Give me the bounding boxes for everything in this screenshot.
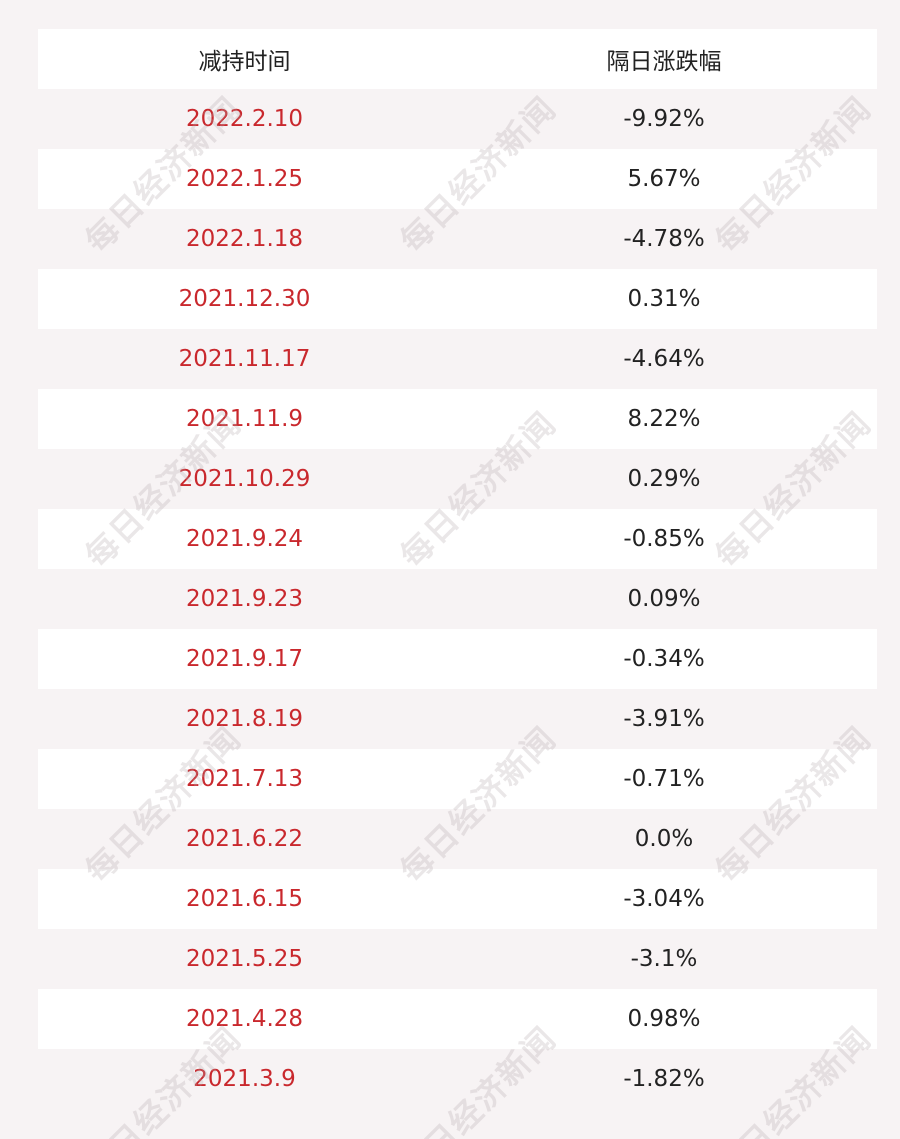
- table-row: 2022.1.25 5.67%: [38, 149, 877, 209]
- table-row: 2021.12.30 0.31%: [38, 269, 877, 329]
- row-date: 2022.2.10: [185, 106, 304, 132]
- row-change: 0.31%: [627, 286, 701, 312]
- table-row: 2021.9.24 -0.85%: [38, 509, 877, 569]
- row-change: -4.78%: [623, 226, 705, 252]
- row-change: -3.91%: [623, 706, 705, 732]
- row-date: 2021.9.24: [185, 526, 304, 552]
- table-row: 2021.9.17 -0.34%: [38, 629, 877, 689]
- row-date: 2021.7.13: [185, 766, 304, 792]
- row-change: 0.98%: [627, 1006, 701, 1032]
- row-change: -3.04%: [623, 886, 705, 912]
- row-change: 0.0%: [634, 826, 694, 852]
- row-date: 2021.9.23: [185, 586, 304, 612]
- header-change: 隔日涨跌幅: [606, 49, 722, 75]
- table-row: 2021.3.9 -1.82%: [38, 1049, 877, 1109]
- row-date: 2021.12.30: [178, 286, 311, 312]
- row-date: 2021.5.25: [185, 946, 304, 972]
- row-date: 2021.9.17: [185, 646, 304, 672]
- row-date: 2022.1.25: [185, 166, 304, 192]
- row-change: -9.92%: [623, 106, 705, 132]
- row-change: -0.71%: [623, 766, 705, 792]
- row-date: 2021.3.9: [193, 1066, 296, 1092]
- row-date: 2021.6.22: [185, 826, 304, 852]
- row-change: -3.1%: [630, 946, 698, 972]
- row-change: 0.29%: [627, 466, 701, 492]
- table-row: 2021.8.19 -3.91%: [38, 689, 877, 749]
- table-row: 2021.5.25 -3.1%: [38, 929, 877, 989]
- row-change: -0.34%: [623, 646, 705, 672]
- row-change: -1.82%: [623, 1066, 705, 1092]
- table-row: 2022.1.18 -4.78%: [38, 209, 877, 269]
- row-change: 0.09%: [627, 586, 701, 612]
- row-date: 2021.4.28: [185, 1006, 304, 1032]
- row-date: 2021.11.17: [178, 346, 311, 372]
- table-row: 2021.9.23 0.09%: [38, 569, 877, 629]
- header-date: 减持时间: [198, 49, 291, 75]
- table-row: 2021.11.17 -4.64%: [38, 329, 877, 389]
- table-row: 2021.4.28 0.98%: [38, 989, 877, 1049]
- row-change: -0.85%: [623, 526, 705, 552]
- table-row: 2021.6.15 -3.04%: [38, 869, 877, 929]
- row-date: 2022.1.18: [185, 226, 304, 252]
- row-date: 2021.11.9: [185, 406, 304, 432]
- row-change: -4.64%: [623, 346, 705, 372]
- table-row: 2022.2.10 -9.92%: [38, 89, 877, 149]
- row-date: 2021.6.15: [185, 886, 304, 912]
- row-change: 8.22%: [627, 406, 701, 432]
- table-row: 2021.6.22 0.0%: [38, 809, 877, 869]
- table-header: 减持时间 隔日涨跌幅: [38, 29, 877, 89]
- row-change: 5.67%: [627, 166, 701, 192]
- row-date: 2021.8.19: [185, 706, 304, 732]
- table-row: 2021.10.29 0.29%: [38, 449, 877, 509]
- table-row: 2021.7.13 -0.71%: [38, 749, 877, 809]
- table-row: 2021.11.9 8.22%: [38, 389, 877, 449]
- row-date: 2021.10.29: [178, 466, 311, 492]
- reduction-table: 减持时间 隔日涨跌幅 2022.2.10 -9.92% 2022.1.25 5.…: [38, 29, 877, 1109]
